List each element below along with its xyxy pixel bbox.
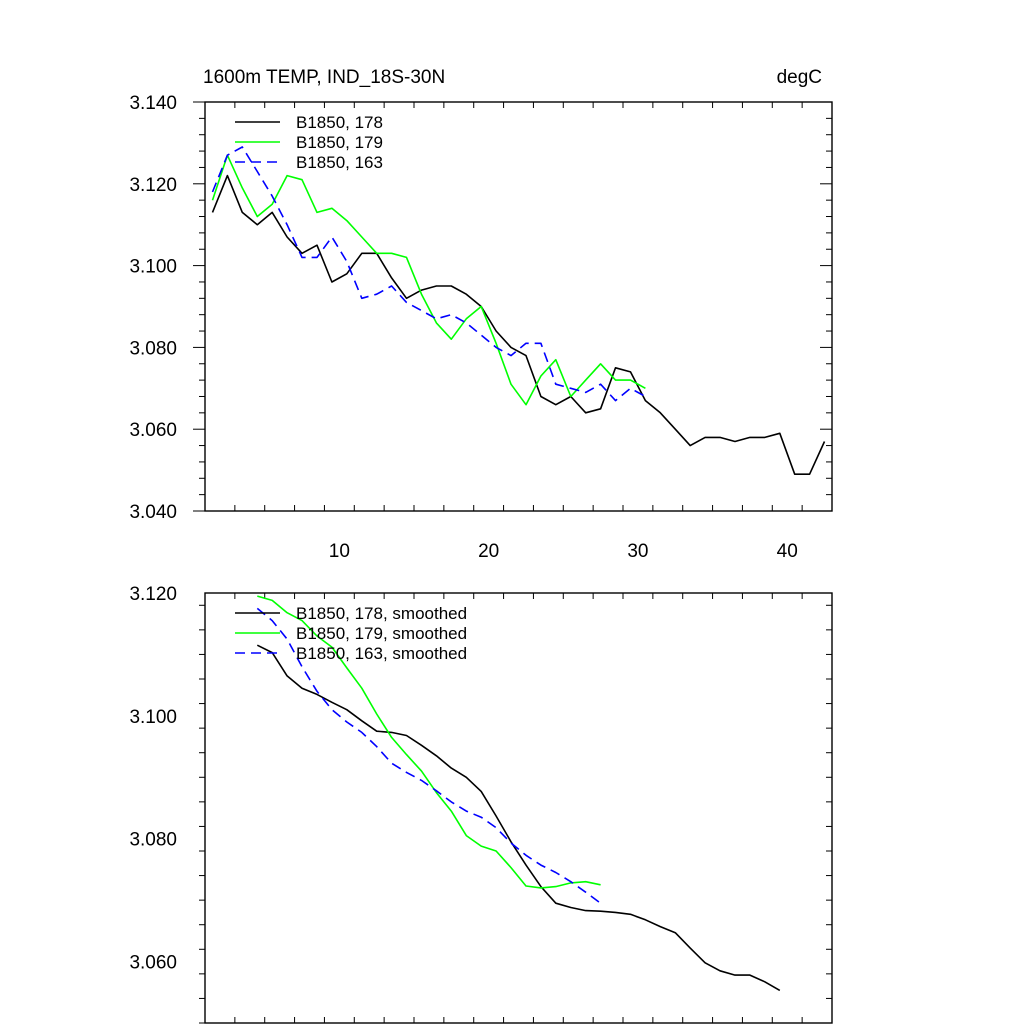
bottom-y-tick-label: 3.120 <box>129 584 177 605</box>
top-legend-label-3: B1850, 163 <box>296 153 383 172</box>
bottom-series-line-2 <box>257 595 601 889</box>
bottom-chart-ticks: 3.060 3.080 3.100 3.120 <box>129 584 833 1024</box>
bottom-y-tick-label: 3.080 <box>129 830 177 851</box>
top-x-tick-label: 20 <box>478 541 499 562</box>
top-y-tick-label: 3.040 <box>129 502 177 523</box>
bottom-series-line-3 <box>256 607 602 904</box>
top-chart-units: degC <box>777 67 822 88</box>
top-series-line-2 <box>211 154 646 406</box>
bottom-chart-series <box>256 595 781 992</box>
top-chart-frame <box>204 101 833 512</box>
top-y-tick-label: 3.060 <box>129 420 177 441</box>
top-series-line-1 <box>211 174 826 476</box>
top-legend-label-1: B1850, 178 <box>296 113 383 132</box>
top-y-tick-label: 3.100 <box>129 257 177 278</box>
top-legend-label-2: B1850, 179 <box>296 133 383 152</box>
top-chart-title: 1600m TEMP, IND_18S-30N <box>203 67 445 88</box>
bottom-legend-label-2: B1850, 179, smoothed <box>296 624 467 643</box>
bottom-legend-label-1: B1850, 178, smoothed <box>296 604 467 623</box>
top-y-tick-label: 3.120 <box>129 175 177 196</box>
top-chart-series <box>211 146 826 476</box>
bottom-chart-panel: 3.060 3.080 3.100 3.120 B1850, 178, smoothe… <box>129 584 833 1024</box>
bottom-series-line-1 <box>256 644 781 992</box>
top-y-tick-label: 3.140 <box>129 93 177 114</box>
top-series-line-3 <box>211 146 646 402</box>
top-y-tick-label: 3.080 <box>129 338 177 359</box>
bottom-legend-label-3: B1850, 163, smoothed <box>296 644 467 663</box>
bottom-y-tick-label: 3.060 <box>129 953 177 974</box>
bottom-chart-frame <box>204 592 833 1024</box>
top-chart-panel: 1600m TEMP, IND_18S-30N degC 10 20 30 40 3.0… <box>129 67 833 562</box>
top-x-tick-label: 10 <box>329 541 350 562</box>
bottom-y-tick-label: 3.100 <box>129 707 177 728</box>
top-x-tick-label: 40 <box>777 541 798 562</box>
top-chart-ticks: 10 20 30 40 3.040 3.060 3.080 3.100 3.120 3.140 <box>129 93 833 562</box>
top-x-tick-label: 30 <box>627 541 648 562</box>
